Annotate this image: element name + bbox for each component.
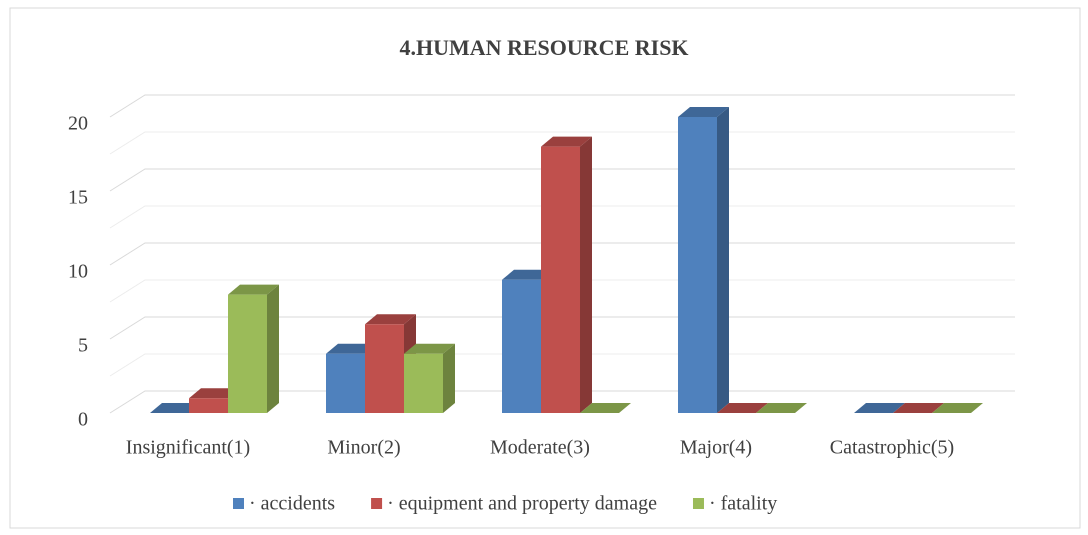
y-tick-label: 15: [68, 187, 88, 209]
bar-face: [150, 403, 201, 413]
bar: [893, 403, 944, 413]
bar: [678, 107, 729, 413]
bar-face: [678, 117, 717, 413]
x-tick-label: Major(4): [680, 437, 752, 459]
bar: [580, 403, 631, 413]
bar-face: [365, 324, 404, 413]
bar-face: [717, 403, 768, 413]
bar-face: [404, 343, 455, 354]
x-tick-label: Catastrophic(5): [830, 437, 954, 459]
y-tick-label: 10: [68, 261, 88, 283]
x-tick-label: Minor(2): [327, 437, 400, 459]
legend-swatch: [371, 498, 383, 509]
bar-face: [756, 403, 807, 413]
legend-label: · accidents: [249, 493, 335, 515]
y-tick-label: 20: [68, 113, 88, 135]
bar-face: [189, 398, 228, 413]
bar-face: [893, 403, 944, 413]
y-tick-label: 5: [78, 335, 88, 357]
bar-face: [228, 294, 267, 413]
x-tick-label: Moderate(3): [490, 437, 590, 459]
bar-face: [404, 353, 443, 413]
bar-face: [189, 388, 240, 399]
bar-face: [326, 353, 365, 413]
bar-face: [580, 403, 631, 413]
bar-face: [932, 403, 983, 413]
bar: [756, 403, 807, 413]
bar-face: [443, 343, 455, 413]
bar-face: [326, 343, 377, 354]
bar-face: [541, 136, 592, 147]
bar: [541, 136, 592, 413]
bar-face: [502, 279, 541, 413]
bar-face: [717, 107, 729, 413]
bar-face: [365, 314, 416, 325]
y-tick-label: 0: [78, 409, 88, 431]
bar-face: [854, 403, 905, 413]
legend-label: · fatality: [709, 493, 777, 515]
bar-face: [580, 136, 592, 413]
chart-title: 4.HUMAN RESOURCE RISK: [399, 35, 688, 60]
legend-swatch: [233, 498, 244, 509]
bar: [932, 403, 983, 413]
legend-swatch: [692, 498, 704, 509]
bar-face: [678, 107, 729, 117]
bar-face: [228, 284, 279, 295]
bar: [150, 403, 201, 413]
legend-label: · equipment and property damage: [387, 493, 657, 515]
grid-line: [109, 94, 1015, 118]
x-tick-label: Insignificant(1): [126, 437, 250, 459]
bar: [404, 343, 455, 413]
bar: [717, 403, 768, 413]
bar-face: [502, 269, 553, 280]
bar-face: [267, 284, 279, 413]
bar: [854, 403, 905, 413]
bar: [228, 284, 279, 413]
bar-face: [541, 146, 580, 413]
